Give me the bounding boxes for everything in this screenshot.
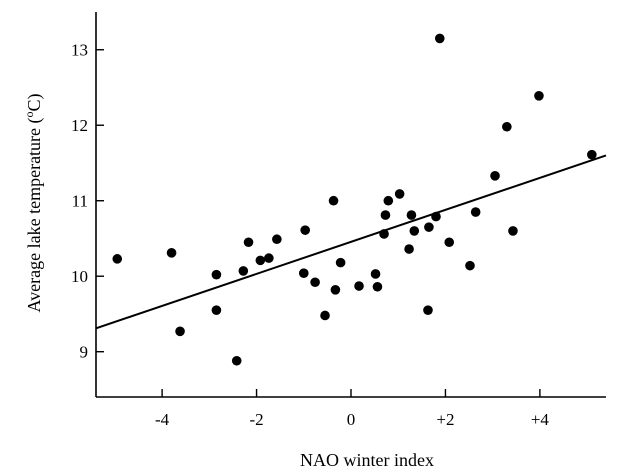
data-point [166,248,177,258]
data-point [372,281,383,292]
data-point [264,253,274,263]
trend-line-group [95,154,607,330]
data-point [243,237,254,248]
data-point [211,305,222,315]
data-point [383,195,394,206]
y-tick-label: 10 [71,267,88,286]
data-point [328,195,339,206]
data-point [300,225,310,235]
y-tick-label: 11 [72,192,88,211]
data-point [394,189,405,199]
data-point [335,257,346,268]
data-point [272,234,282,245]
y-axis-title-superscript: o [22,111,36,117]
data-point [298,268,309,278]
data-point [423,305,433,315]
y-tick-label: 13 [71,41,88,60]
regression-line [95,154,607,330]
y-axis-title-main: Average lake temperature ( [24,117,45,312]
data-point [238,266,249,276]
data-point [211,269,222,280]
x-tick-label: +2 [436,410,454,429]
data-point [508,226,518,236]
data-point [587,149,597,160]
data-point [231,355,242,366]
data-point [465,260,475,271]
data-point [406,210,417,220]
data-point [255,255,266,266]
data-point [424,222,434,232]
x-axis-title: NAO winter index [300,450,434,470]
y-axis: 9 10 11 12 13 [71,12,104,397]
x-tick-label: +4 [531,410,550,429]
y-tick-label: 12 [71,116,88,135]
data-point [409,226,420,236]
data-point [370,269,381,279]
data-point [112,254,123,264]
x-axis: -4 -2 0 +2 +4 [96,389,606,429]
data-point [354,281,364,291]
x-tick-label: -2 [249,410,263,429]
data-point [320,310,330,321]
data-point [380,210,391,220]
x-tick-label: 0 [347,410,356,429]
data-points [112,33,597,366]
data-point [490,171,500,181]
data-point [310,277,320,288]
data-point [502,121,512,132]
x-tick-label: -4 [155,410,170,429]
y-axis-title: Average lake temperature (oC) [22,93,45,312]
y-axis-title-unit: C) [24,93,45,111]
data-point [444,237,455,248]
data-point [434,33,445,44]
data-point [175,326,185,337]
data-point [379,229,389,239]
data-point [404,244,414,254]
data-point [431,211,441,222]
y-tick-label: 9 [80,343,89,362]
data-point [330,285,341,295]
data-point [534,90,544,101]
data-point [470,207,481,217]
